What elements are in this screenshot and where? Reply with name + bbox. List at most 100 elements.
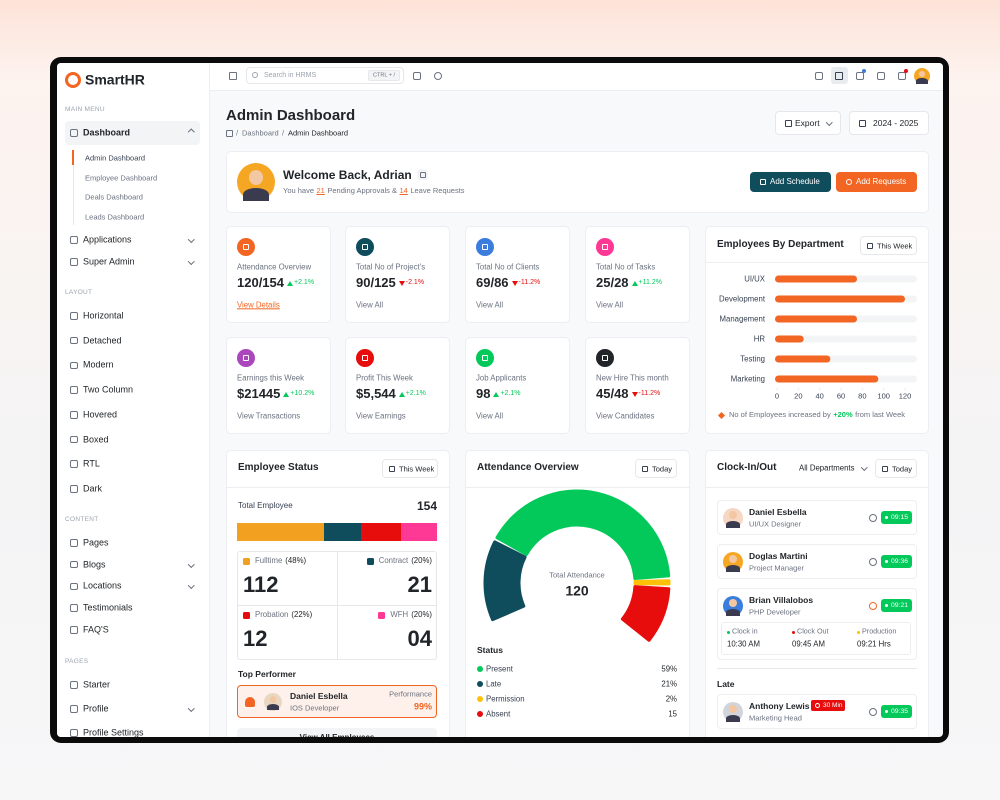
edit-icon-bg — [417, 169, 428, 180]
divider — [705, 262, 929, 263]
menu-item[interactable]: Locations — [83, 580, 122, 591]
filter-button[interactable] — [875, 459, 917, 478]
menu-item[interactable]: Blogs — [83, 559, 106, 570]
person-role: Project Manager — [749, 563, 805, 573]
stat-link[interactable]: View All — [596, 300, 624, 310]
trend-arrow — [493, 391, 500, 397]
stat-link[interactable]: View Candidates — [596, 411, 655, 421]
menu-item[interactable]: Super Admin — [83, 256, 135, 267]
menu-item[interactable]: Horizontal — [83, 310, 124, 321]
breadcrumb[interactable]: Dashboard — [242, 128, 279, 138]
section-title: Top Performer — [238, 668, 296, 679]
clock-icon — [869, 557, 877, 566]
stat-link[interactable]: View All — [476, 411, 504, 421]
stat-icon — [237, 238, 255, 256]
menu-item[interactable]: Boxed — [83, 434, 109, 445]
trend-arrow — [283, 391, 290, 397]
welcome-title: Welcome Back, Adrian — [283, 167, 412, 182]
avatar-face — [729, 511, 737, 520]
search-box[interactable] — [246, 67, 404, 84]
icon — [846, 179, 852, 185]
icon — [70, 485, 78, 493]
trend-arrow — [398, 391, 405, 397]
filter-button[interactable] — [860, 236, 917, 255]
count: 21 — [316, 186, 325, 195]
detail-value: 09:45 AM — [792, 639, 825, 649]
menu-item[interactable]: Starter — [83, 679, 111, 690]
department-card — [705, 226, 929, 434]
icon — [70, 582, 78, 591]
category-label: Marketing — [730, 374, 765, 384]
status-segment — [400, 523, 437, 541]
avatar-face — [729, 705, 737, 714]
group-swatch — [243, 557, 250, 565]
icon — [482, 244, 488, 250]
view-all-button[interactable] — [237, 728, 437, 737]
icon — [642, 465, 648, 472]
filter-button[interactable] — [635, 459, 677, 478]
x-tick-label: 120 — [898, 391, 912, 401]
group-share: (48%) — [285, 556, 307, 565]
add-schedule[interactable] — [750, 172, 831, 192]
icon — [70, 435, 78, 444]
menu-item[interactable]: Pages — [83, 537, 109, 548]
menu-item[interactable]: Modern — [83, 359, 114, 370]
stat-link[interactable]: View Earnings — [356, 411, 406, 421]
menu-item[interactable]: Hovered — [83, 409, 118, 420]
status-segment — [237, 523, 325, 541]
detail-label: Clock Out — [797, 626, 829, 636]
breadcrumb-sep: / — [282, 128, 285, 138]
group-name: Probation — [255, 610, 289, 619]
submenu-item[interactable]: Admin Dashboard — [85, 153, 146, 163]
breadcrumb: Admin Dashboard — [288, 128, 349, 138]
icon — [362, 244, 368, 250]
stat-value: 90/125 — [356, 275, 396, 291]
stat-label: Profit This Week — [356, 373, 413, 383]
icon — [898, 72, 906, 80]
avatar-body — [726, 520, 740, 528]
legend-value: 59% — [661, 664, 677, 674]
icon — [243, 244, 249, 250]
submenu-item[interactable]: Deals Dashboard — [85, 192, 143, 202]
badge-icon — [815, 703, 820, 708]
stat-link[interactable]: View Transactions — [237, 411, 301, 421]
avatar-body — [242, 187, 270, 201]
stat-value: $21445 — [237, 386, 281, 402]
submenu-item[interactable]: Employee Dashboard — [85, 173, 158, 183]
submenu-item[interactable]: Leads Dashboard — [85, 212, 145, 222]
card-title: Clock-In/Out — [717, 462, 777, 473]
sidebar — [57, 63, 210, 737]
welcome-text: You have 21 Pending Approvals & 14 Leave Req… — [283, 186, 465, 196]
menu-item[interactable]: Profile Settings — [83, 727, 144, 738]
menu-item[interactable]: FAQ'S — [83, 624, 109, 635]
stat-link[interactable]: View Details — [237, 300, 280, 310]
stat-link[interactable]: View All — [356, 300, 384, 310]
legend-label: Absent — [486, 709, 511, 719]
menu-item[interactable]: RTL — [83, 458, 100, 469]
avatar-face — [729, 599, 737, 608]
icon — [815, 72, 823, 80]
menu-item[interactable]: Detached — [83, 335, 122, 346]
add-requests[interactable] — [836, 172, 917, 192]
avatar-face — [248, 170, 264, 186]
stat-change: +11.2% — [638, 278, 662, 286]
menu-item[interactable]: Dashboard — [83, 127, 131, 138]
export-button[interactable] — [775, 111, 841, 135]
group-name: Fulltime — [255, 556, 283, 565]
stat-icon — [476, 349, 494, 367]
clock-time: 09:15 — [891, 513, 909, 521]
department-select[interactable]: All Departments — [799, 463, 855, 473]
late-badge — [811, 700, 845, 711]
x-tick-label: 0 — [774, 391, 780, 401]
menu-item[interactable]: Dark — [83, 483, 103, 494]
period-button[interactable] — [849, 111, 929, 135]
menu-item[interactable]: Profile — [83, 703, 109, 714]
menu-item[interactable]: Two Column — [83, 384, 134, 395]
card-title: Employee Status — [238, 462, 319, 473]
filter-button[interactable] — [382, 459, 438, 478]
section-title: Late — [717, 678, 735, 689]
export-label: Export — [795, 117, 820, 128]
menu-item[interactable]: Applications — [83, 234, 132, 245]
menu-item[interactable]: Testimonials — [83, 602, 133, 613]
stat-link[interactable]: View All — [476, 300, 504, 310]
